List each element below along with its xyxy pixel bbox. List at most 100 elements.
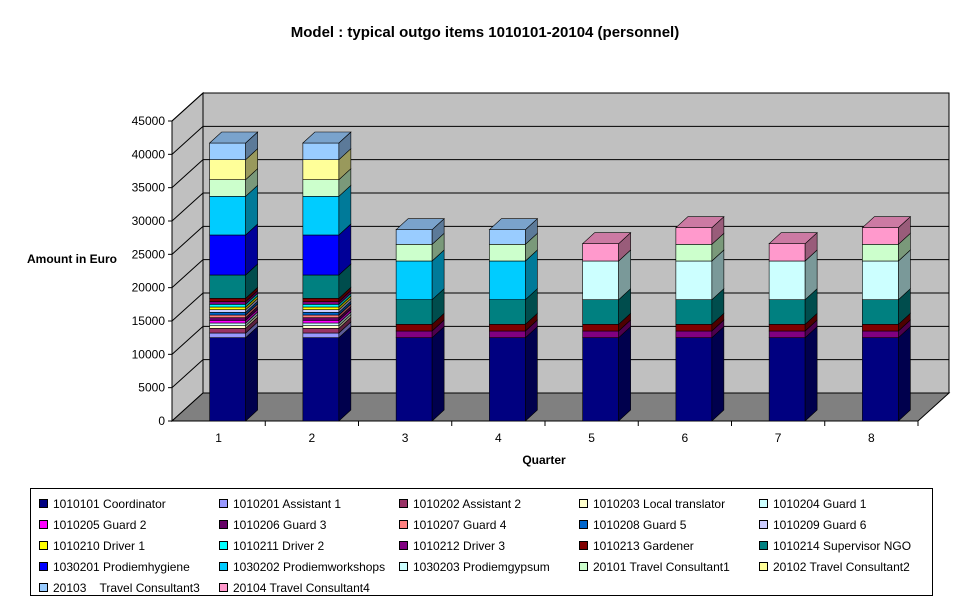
legend-label: 20102 Travel Consultant2 — [773, 559, 910, 574]
legend-label: 1030202 Prodiemworkshops — [233, 559, 386, 574]
side-wall — [171, 91, 204, 423]
legend-item: 1010213 Gardener — [579, 535, 759, 556]
bar-segment — [302, 304, 340, 308]
floor — [170, 392, 951, 422]
bar-segment — [209, 320, 246, 324]
bar-segment — [302, 325, 340, 329]
bar-segment — [675, 337, 713, 422]
y-tick-label: 40000 — [132, 147, 166, 161]
bar-segment — [302, 179, 340, 197]
bar-top — [488, 218, 539, 230]
bar-segment — [209, 314, 246, 318]
legend-swatch — [39, 583, 48, 592]
legend-label: 1010210 Driver 1 — [53, 538, 146, 553]
bar-segment — [209, 142, 246, 160]
bar-segment — [302, 298, 340, 302]
x-tick-label: 4 — [495, 431, 502, 445]
bar-segment — [302, 274, 340, 299]
legend-swatch — [219, 520, 228, 529]
x-tick-label: 7 — [775, 431, 782, 445]
bar-segment — [395, 229, 433, 245]
legend-item: 1010101 Coordinator — [39, 493, 219, 514]
gridline — [171, 125, 949, 155]
bar-segment — [302, 142, 340, 160]
bar-segment — [675, 244, 713, 262]
bar-segment — [302, 337, 340, 422]
bar-segment — [489, 260, 526, 300]
legend-label: 1010206 Guard 3 — [233, 517, 327, 532]
bar-segment — [768, 324, 806, 332]
bar-segment — [209, 325, 246, 329]
legend-swatch — [39, 499, 48, 508]
x-tick-label: 5 — [588, 431, 595, 445]
bar-segment — [862, 337, 899, 422]
y-tick-label: 0 — [158, 414, 165, 428]
legend-item: 1010211 Driver 2 — [219, 535, 399, 556]
bar-segment — [302, 159, 340, 180]
legend-swatch — [759, 562, 768, 571]
legend-label: 1030203 Prodiemgypsum — [413, 559, 550, 574]
bar-segment-side — [711, 325, 725, 422]
bar-segment-side — [431, 325, 445, 422]
legend-swatch — [759, 541, 768, 550]
gridline — [171, 159, 949, 189]
bar-segment — [862, 330, 899, 338]
legend-label: 20101 Travel Consultant1 — [593, 559, 730, 574]
gridline — [171, 92, 949, 122]
legend-swatch — [219, 583, 228, 592]
y-tick-label: 5000 — [138, 381, 165, 395]
bar-top — [581, 232, 632, 244]
legend-item: 1010202 Assistant 2 — [399, 493, 579, 514]
legend-item: 1030202 Prodiemworkshops — [219, 556, 399, 577]
y-tick-label: 30000 — [132, 214, 166, 228]
legend-label: 1010101 Coordinator — [53, 496, 166, 511]
y-tick-label: 45000 — [132, 114, 166, 128]
legend-label: 1010214 Supervisor NGO — [773, 538, 912, 553]
bar-top — [208, 131, 259, 144]
bar-segment — [209, 234, 246, 276]
bar-top — [675, 216, 725, 228]
bar-segment — [489, 324, 526, 332]
legend-item: 1010207 Guard 4 — [399, 514, 579, 535]
legend-item: 1010203 Local translator — [579, 493, 759, 514]
y-tick-label: 35000 — [132, 181, 166, 195]
bar-segment — [302, 314, 340, 318]
gridline — [171, 192, 949, 222]
plot-area: 0 5000 10000 15000 20000 25000 30000 35000 40000… — [132, 91, 951, 445]
legend-label: 20103 Travel Consultant3 — [53, 580, 200, 595]
x-tick-label: 1 — [215, 431, 222, 445]
legend-swatch — [219, 499, 228, 508]
bar-segment — [395, 244, 433, 262]
legend-swatch — [219, 541, 228, 550]
legend-item: 20103 Travel Consultant3 — [39, 577, 219, 598]
legend-item: 1010201 Assistant 1 — [219, 493, 399, 514]
legend-swatch — [759, 520, 768, 529]
bar-segment — [582, 299, 619, 325]
bar-segment — [209, 332, 246, 338]
bar-segment — [209, 309, 246, 313]
legend-item: 1030203 Prodiemgypsum — [399, 556, 579, 577]
bar-segment — [302, 309, 340, 313]
bar-segment — [582, 337, 619, 422]
bar-segment — [675, 299, 713, 325]
bar-segment — [209, 328, 246, 334]
bar-top — [768, 232, 818, 244]
legend-label: 1030201 Prodiemhygiene — [53, 559, 190, 574]
legend-swatch — [39, 562, 48, 571]
legend-item: 1010205 Guard 2 — [39, 514, 219, 535]
x-tick-label: 3 — [402, 431, 409, 445]
bar-segment — [209, 322, 246, 326]
legend-swatch — [579, 541, 588, 550]
bar-segment — [675, 330, 713, 338]
bar-segment — [768, 337, 806, 422]
legend-item: 20101 Travel Consultant1 — [579, 556, 759, 577]
legend-item: 1010214 Supervisor NGO — [759, 535, 934, 556]
bar-segment — [209, 304, 246, 308]
legend-swatch — [399, 562, 408, 571]
legend-item: 1010212 Driver 3 — [399, 535, 579, 556]
bar-segment — [862, 227, 899, 245]
bar-segment-side — [804, 325, 818, 422]
legend-label: 1010211 Driver 2 — [233, 538, 325, 553]
legend-label: 1010204 Guard 1 — [773, 496, 867, 511]
